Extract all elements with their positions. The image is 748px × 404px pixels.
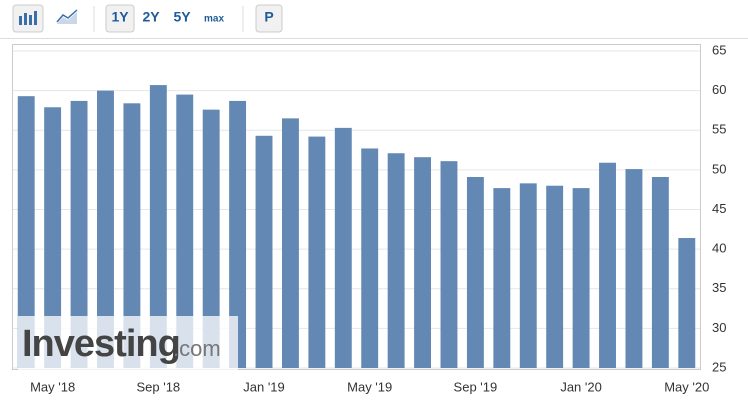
y-tick-label: 45 <box>712 201 726 216</box>
y-tick-label: 25 <box>712 359 726 374</box>
range-button[interactable]: 2Y <box>142 9 160 25</box>
bar <box>361 148 379 368</box>
bar <box>17 96 35 369</box>
bar <box>229 100 247 369</box>
bar <box>493 188 511 368</box>
x-tick-label: Jan '19 <box>243 379 285 394</box>
y-tick-label: 55 <box>712 122 726 137</box>
bar <box>202 109 220 369</box>
bar <box>440 161 458 368</box>
bar <box>123 103 141 369</box>
bar-chart-button[interactable] <box>12 4 44 33</box>
plot-frame <box>12 44 701 370</box>
y-tick-label: 60 <box>712 82 726 97</box>
area-chart-button[interactable] <box>56 9 78 24</box>
bar <box>625 169 643 368</box>
icon <box>56 9 78 23</box>
y-tick-label: 35 <box>712 280 726 295</box>
icon <box>57 12 77 24</box>
bar <box>97 90 114 368</box>
bar <box>255 135 273 368</box>
bar <box>149 85 167 368</box>
icon <box>29 15 32 25</box>
plot: 25 30 35 40 45 50 55 60 65 May '18 Sep '18 Jan '19 M… <box>13 42 726 394</box>
toolbar: 1Y 2Y 5Y max P <box>12 4 283 33</box>
bar <box>70 100 88 369</box>
y-tick-label: 30 <box>712 320 726 335</box>
p-button-box <box>255 4 283 33</box>
y-tick-label: 40 <box>712 241 726 256</box>
icon <box>19 16 22 25</box>
icon <box>34 11 37 25</box>
y-tick-label: 50 <box>712 161 726 176</box>
bar <box>572 188 590 368</box>
watermark-brand: Investing <box>22 323 180 365</box>
icon <box>24 13 27 25</box>
x-tick-label: May '20 <box>664 379 709 394</box>
bar <box>546 185 564 368</box>
bar <box>281 118 299 368</box>
range-button[interactable]: max <box>204 14 224 25</box>
bar <box>599 162 616 368</box>
bar <box>387 153 405 368</box>
y-tick-label: 65 <box>712 42 726 57</box>
selected-range <box>105 4 135 33</box>
watermark-bg <box>18 316 238 370</box>
x-tick-label: Jan '20 <box>560 379 602 394</box>
x-tick-label: Sep '18 <box>136 379 180 394</box>
bar <box>414 157 432 368</box>
bar <box>678 238 696 368</box>
p-button[interactable]: P <box>264 9 273 25</box>
x-tick-label: May '19 <box>347 379 392 394</box>
bar <box>308 136 326 368</box>
bar <box>519 183 537 368</box>
x-tick-label: Sep '19 <box>454 379 498 394</box>
x-tick-label: May '18 <box>30 379 75 394</box>
bar <box>651 177 669 368</box>
range-button[interactable]: 5Y <box>173 9 191 25</box>
bar <box>176 94 194 369</box>
bar <box>334 127 352 368</box>
watermark-domain: .com <box>173 336 221 361</box>
watermark: Investing .com <box>18 316 238 370</box>
range-button[interactable]: 1Y <box>111 9 129 25</box>
bar <box>44 107 62 368</box>
bar <box>466 177 484 368</box>
